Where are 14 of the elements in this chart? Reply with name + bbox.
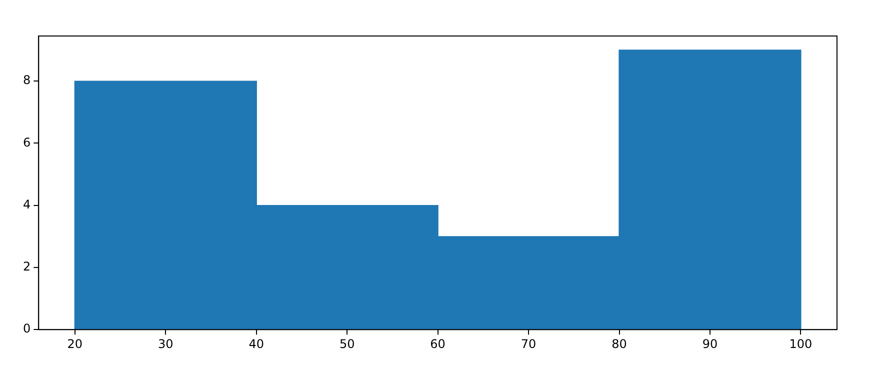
x-tick-label: 20 [67, 336, 83, 351]
x-tick-label: 70 [520, 336, 536, 351]
y-tick-label: 6 [22, 135, 31, 150]
x-tick-label: 50 [339, 336, 355, 351]
x-tick-label: 90 [702, 336, 718, 351]
y-tick-label: 8 [22, 73, 31, 88]
y-tick-label: 2 [22, 260, 31, 274]
x-tick-label: 100 [789, 336, 812, 351]
x-tick-label: 80 [612, 336, 627, 351]
y-tick-label: 0 [22, 322, 31, 336]
x-tick-label: 30 [158, 336, 174, 351]
x-tick-label: 40 [248, 336, 264, 351]
y-tick-label: 4 [22, 197, 31, 212]
x-tick-label: 60 [430, 336, 446, 351]
